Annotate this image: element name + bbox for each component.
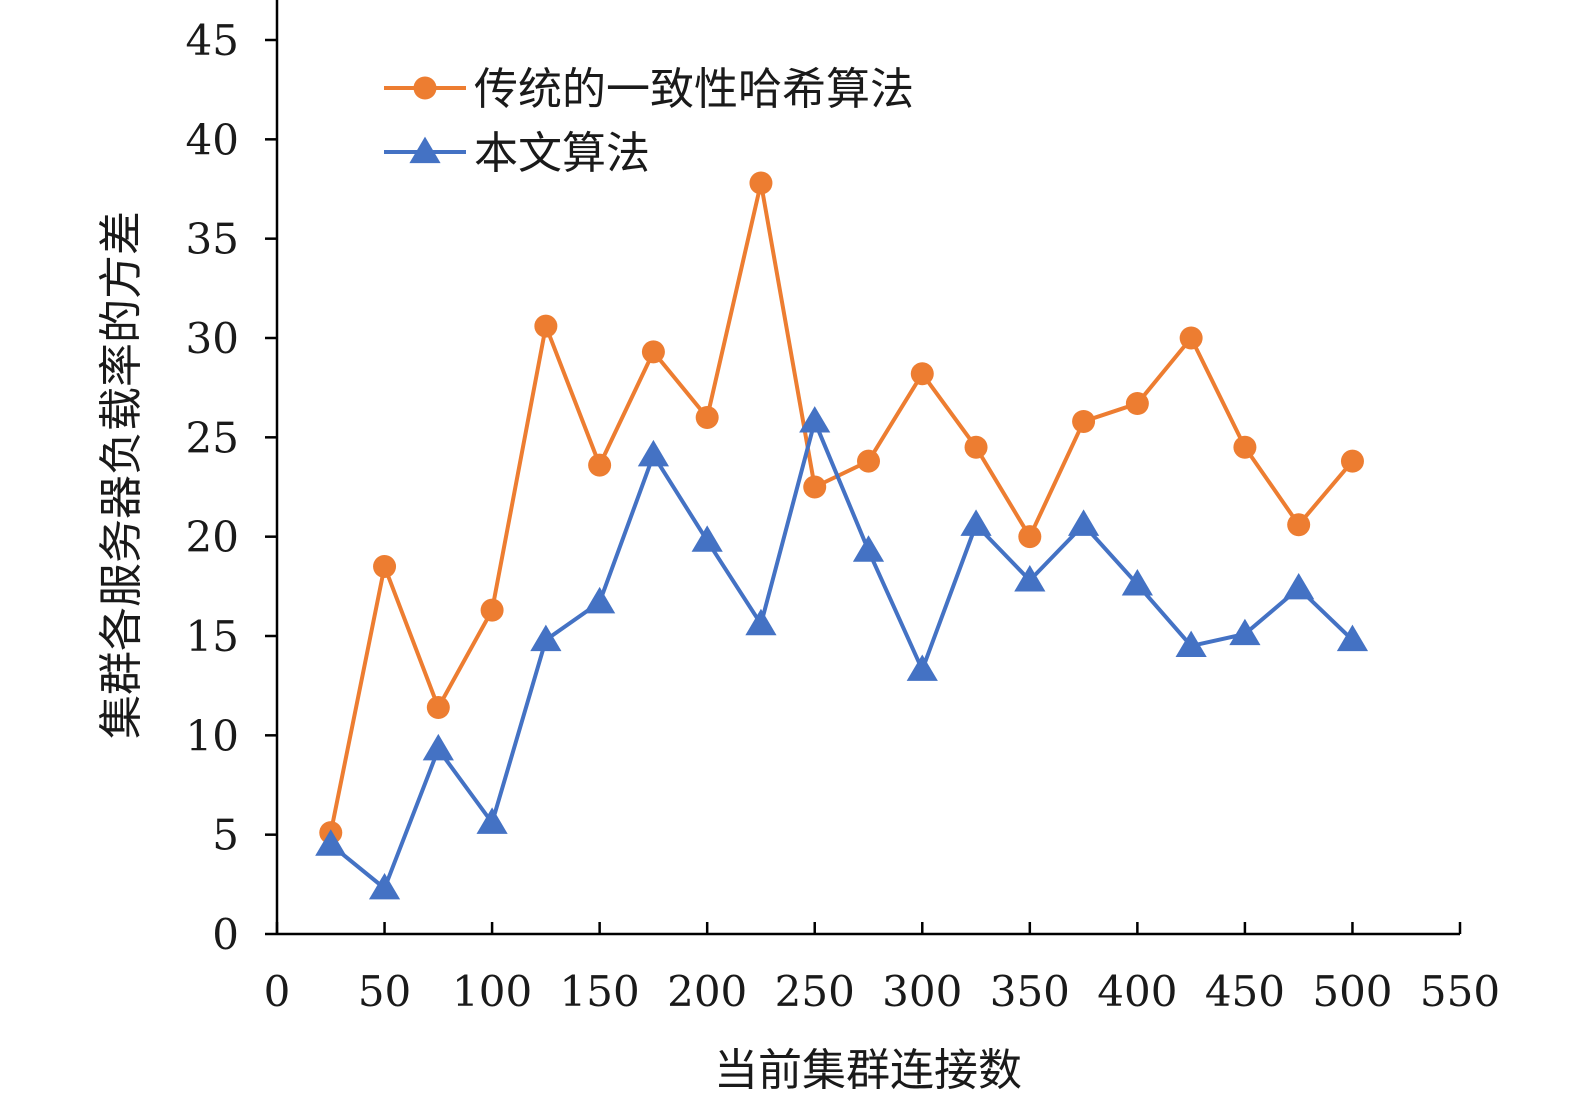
axes — [265, 0, 1462, 936]
data-point — [637, 439, 670, 467]
legend-marker — [409, 136, 441, 164]
data-point — [315, 829, 347, 856]
data-point — [1067, 509, 1100, 536]
y-tick-label: 45 — [186, 16, 239, 65]
series — [315, 171, 1369, 900]
data-point — [368, 872, 401, 900]
y-tick-label: 25 — [186, 413, 239, 462]
series-traditional-hash — [319, 171, 1364, 845]
legend-marker — [413, 76, 437, 100]
y-tick-label: 40 — [186, 115, 239, 164]
x-tick-label: 150 — [560, 967, 640, 1016]
legend-label: 传统的一致性哈希算法 — [474, 64, 914, 115]
y-tick-label: 30 — [186, 314, 239, 363]
x-tick-label: 500 — [1312, 967, 1392, 1016]
data-point — [534, 314, 558, 338]
x-tick-label: 100 — [452, 967, 532, 1016]
x-tick-label: 350 — [990, 967, 1070, 1016]
x-tick-label: 450 — [1205, 967, 1285, 1016]
y-tick-label: 10 — [186, 711, 239, 760]
data-point — [1233, 435, 1257, 459]
data-point — [1125, 392, 1149, 416]
data-point — [695, 405, 719, 429]
series-line — [328, 181, 1354, 834]
data-point — [1229, 618, 1261, 646]
data-point — [745, 608, 777, 636]
data-point — [857, 449, 880, 473]
data-point — [1018, 525, 1042, 549]
x-tick-label: 300 — [882, 967, 962, 1016]
data-point — [691, 525, 723, 552]
y-tick-label: 35 — [186, 215, 239, 264]
data-point — [641, 340, 665, 364]
x-tick-label: 400 — [1097, 967, 1177, 1016]
data-point — [1336, 624, 1369, 652]
data-point — [426, 696, 450, 720]
data-point — [964, 435, 988, 459]
legend-item: 传统的一致性哈希算法 — [384, 64, 914, 115]
legend-label: 本文算法 — [474, 128, 650, 179]
data-point — [422, 733, 454, 761]
data-point — [1072, 409, 1096, 433]
data-point — [584, 586, 616, 614]
data-point — [1340, 449, 1364, 473]
data-point — [960, 509, 992, 536]
data-point — [373, 554, 397, 578]
data-point — [749, 171, 773, 195]
data-point — [476, 807, 508, 834]
data-point — [803, 475, 827, 499]
x-tick-label: 250 — [775, 967, 855, 1016]
series-line — [329, 419, 1354, 891]
y-tick-label: 5 — [212, 811, 239, 860]
y-tick-label: 0 — [212, 910, 239, 959]
data-point — [1175, 630, 1207, 658]
legend-item: 本文算法 — [384, 128, 650, 179]
data-point — [480, 598, 504, 622]
data-point — [1014, 565, 1046, 592]
data-point — [1121, 569, 1153, 596]
data-point — [906, 654, 938, 681]
data-point — [588, 453, 612, 477]
x-axis-title: 当前集群连接数 — [714, 1045, 1022, 1096]
data-point — [799, 406, 831, 433]
y-tick-label: 15 — [186, 612, 239, 661]
data-point — [1287, 513, 1311, 537]
x-tick-label: 550 — [1420, 967, 1500, 1016]
y-tick-label: 20 — [186, 513, 239, 562]
series-proposed-algorithm — [315, 406, 1369, 900]
data-point — [1179, 326, 1203, 350]
x-tick-label: 200 — [667, 967, 747, 1016]
data-point — [910, 362, 934, 386]
y-axis-title: 集群各服务器负载率的方差 — [96, 211, 147, 739]
data-point — [852, 535, 885, 562]
x-tick-label: 50 — [358, 967, 411, 1016]
data-point — [530, 624, 562, 652]
data-point — [1283, 573, 1315, 600]
x-tick-label: 0 — [264, 967, 291, 1016]
